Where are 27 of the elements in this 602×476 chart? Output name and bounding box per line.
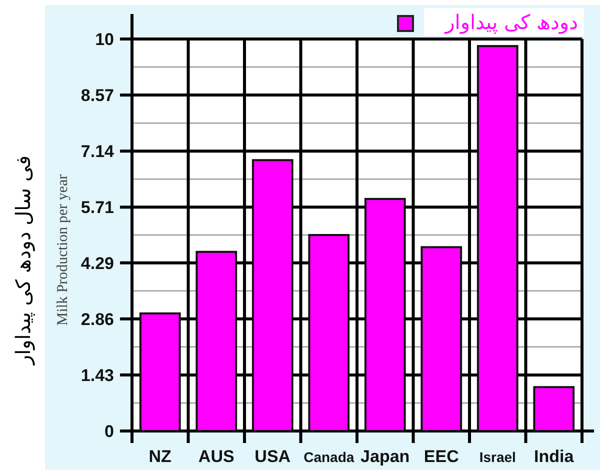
y-tick-label: 0 [104, 422, 114, 441]
bar [139, 312, 181, 432]
bar [364, 198, 406, 432]
y-tick-label: 10 [95, 30, 114, 49]
bar [252, 159, 294, 432]
legend-label: دودھ کی پیداوار [444, 10, 578, 34]
y-tick-label: 7.14 [80, 142, 115, 162]
x-tick-label: Japan [360, 447, 410, 466]
bar [308, 234, 350, 432]
bar [196, 250, 238, 432]
x-tick-label: Israel [479, 449, 516, 465]
x-tick-label: NZ [148, 447, 172, 466]
x-tick-label: Canada [304, 449, 354, 465]
y-tick-label: 2.86 [80, 310, 114, 329]
y-tick-label: 8.57 [80, 86, 114, 106]
x-tick-label: USA [254, 447, 291, 466]
bar [533, 386, 575, 432]
bar [420, 246, 462, 432]
bar [476, 45, 518, 432]
x-tick-label: AUS [198, 447, 234, 466]
text: فی سال دودھ کی پیداوار [11, 155, 35, 366]
x-tick-label: India [534, 447, 574, 466]
y-tick-label: 4.29 [80, 254, 114, 273]
y-tick-label: 5.71 [80, 198, 114, 218]
x-tick-label: EEC [424, 447, 459, 466]
y-tick-label: 1.43 [80, 366, 114, 385]
y-axis-title: Milk Production per year [55, 174, 71, 326]
